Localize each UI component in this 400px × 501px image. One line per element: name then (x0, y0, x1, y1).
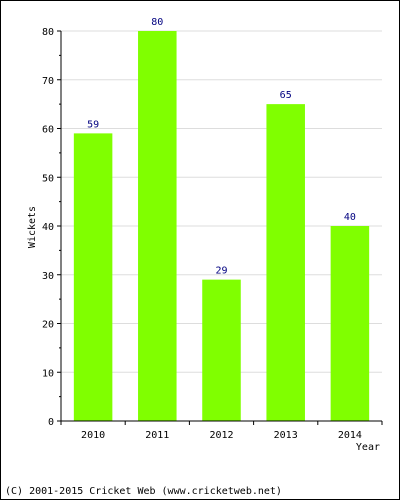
x-tick-label: 2011 (145, 430, 169, 441)
y-tick-label: 60 (42, 125, 54, 136)
grid-lines (61, 30, 382, 373)
y-tick-label: 30 (42, 271, 54, 282)
y-tick-label: 40 (42, 222, 54, 233)
bar (73, 133, 113, 421)
y-tick-label: 0 (48, 417, 54, 428)
bar (138, 31, 177, 421)
x-tick-label: 2010 (81, 430, 105, 441)
x-axis-label: Year (356, 442, 380, 453)
data-label: 29 (215, 266, 227, 277)
y-tick-label: 70 (42, 76, 54, 87)
data-label: 59 (87, 119, 99, 130)
y-tick-label: 10 (42, 368, 54, 379)
data-label: 65 (280, 90, 292, 101)
copyright-footer: (C) 2001-2015 Cricket Web (www.cricketwe… (5, 486, 282, 497)
x-tick-label: 2012 (209, 430, 233, 441)
axes (57, 30, 383, 425)
data-label: 80 (151, 17, 163, 28)
y-axis-label: Wickets (27, 206, 38, 248)
data-label: 40 (344, 212, 356, 223)
labels: 0 10 20 30 40 50 60 70 80 59 2010 80 2011 29 2012 65 201… (42, 17, 362, 441)
bar (266, 104, 305, 421)
bars (73, 31, 370, 421)
x-tick-label: 2014 (338, 430, 362, 441)
y-tick-label: 80 (42, 27, 54, 38)
y-tick-label: 20 (42, 320, 54, 331)
bar (202, 279, 241, 421)
x-tick-label: 2013 (274, 430, 298, 441)
y-tick-label: 50 (42, 173, 54, 184)
bar (330, 226, 370, 421)
